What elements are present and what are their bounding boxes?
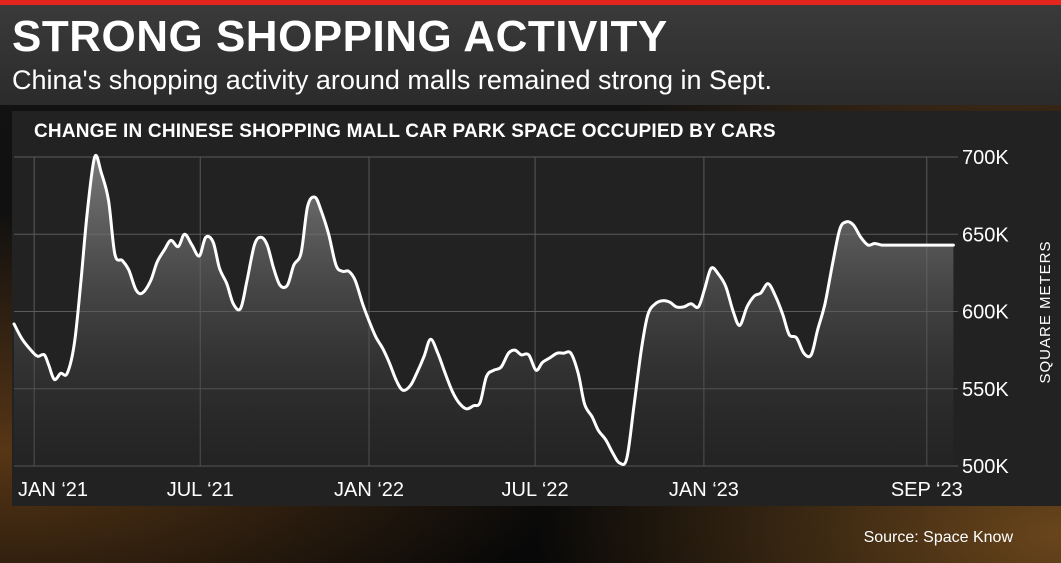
y-tick-label: 500K (962, 456, 1009, 478)
series-line (12, 154, 955, 467)
y-tick-label: 600K (962, 302, 1009, 324)
series-area (14, 155, 954, 466)
y-axis-title: SQUARE METERS (1037, 240, 1054, 383)
accent-bar (0, 0, 1061, 5)
y-axis-ticks: 500K 550K 600K 650K 700K (962, 147, 1009, 478)
x-tick-label: JUL ‘21 (167, 479, 234, 501)
y-tick-label: 650K (962, 224, 1009, 246)
chart-title: CHANGE IN CHINESE SHOPPING MALL CAR PARK… (34, 121, 776, 142)
x-tick-label: JAN ‘23 (669, 479, 739, 501)
source-note: Source: Space Know (863, 529, 1013, 546)
x-tick-label: JAN ‘21 (18, 479, 88, 501)
x-tick-label: JUL ‘22 (502, 479, 569, 501)
x-axis-ticks: JAN ‘21 JUL ‘21 JAN ‘22 JUL ‘22 JAN ‘23 SEP ‘… (18, 479, 963, 501)
y-tick-label: 550K (962, 379, 1009, 401)
page-title: STRONG SHOPPING ACTIVITY (12, 12, 668, 61)
y-tick-label: 700K (962, 147, 1009, 169)
title-box: STRONG SHOPPING ACTIVITY China's shoppin… (0, 5, 1061, 105)
x-tick-label: JAN ‘22 (334, 479, 404, 501)
page-subtitle: China's shopping activity around malls r… (12, 65, 773, 95)
x-tick-label: SEP ‘23 (891, 479, 963, 501)
